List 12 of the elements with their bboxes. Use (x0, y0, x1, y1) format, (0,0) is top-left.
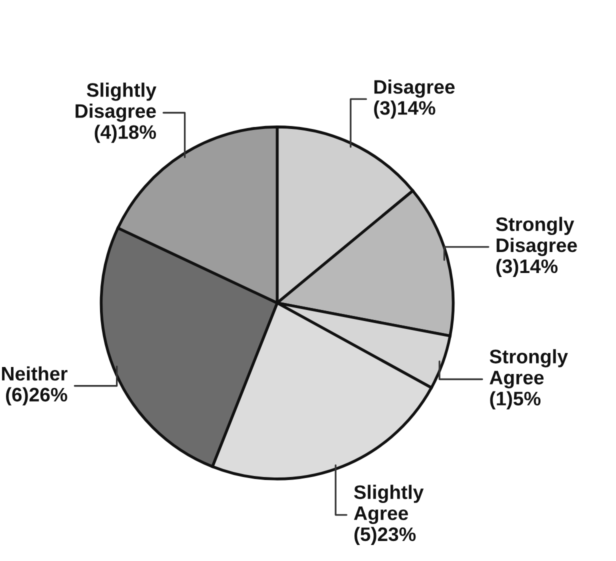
data-label: (4)18% (94, 124, 156, 143)
slice-label: Strongly Agree (490, 349, 568, 388)
slice-label: Strongly Disagree (496, 216, 577, 256)
slice-label: Neither (2, 366, 68, 381)
slice-label: Slightly Agree (354, 484, 424, 524)
slice-label: Disagree (374, 80, 455, 98)
data-label: (3)14% (496, 258, 558, 278)
data-label: (6)26% (6, 387, 68, 406)
data-label: (5)23% (354, 526, 416, 545)
slice-label: Slightly Disagree (76, 82, 156, 122)
data-label: (1)5% (490, 391, 541, 410)
data-label: (3)14% (374, 100, 436, 119)
